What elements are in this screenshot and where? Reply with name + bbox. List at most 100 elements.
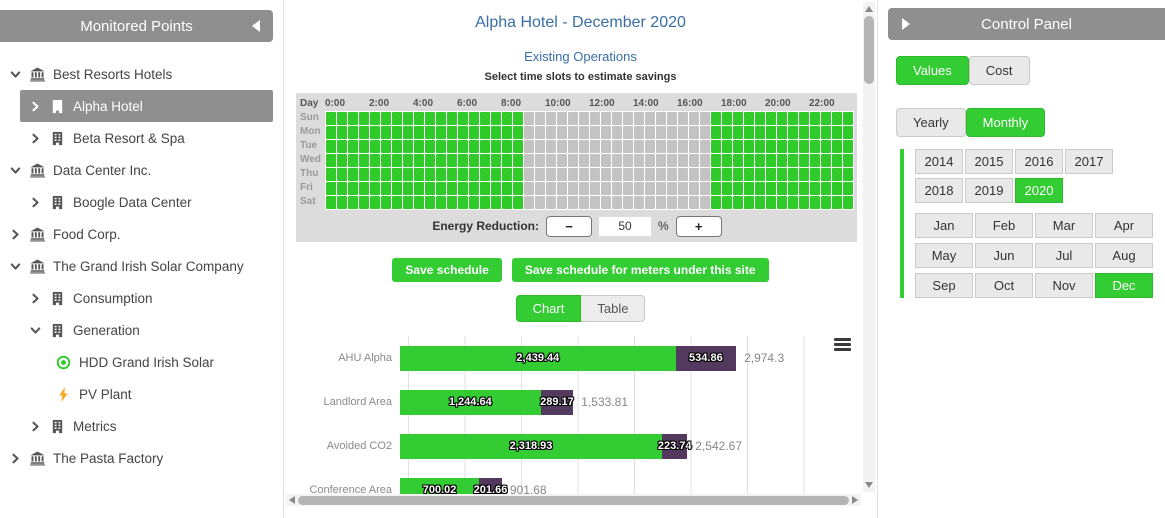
time-slot-cell[interactable]	[766, 112, 776, 125]
time-slot-cell[interactable]	[447, 196, 457, 209]
time-slot-cell[interactable]	[612, 182, 622, 195]
time-slot-cell[interactable]	[579, 196, 589, 209]
time-slot-cell[interactable]	[645, 126, 655, 139]
time-slot-cell[interactable]	[458, 140, 468, 153]
time-slot-cell[interactable]	[678, 182, 688, 195]
month-feb-button[interactable]: Feb	[975, 213, 1033, 238]
time-slot-cell[interactable]	[381, 154, 391, 167]
time-slot-cell[interactable]	[414, 140, 424, 153]
time-slot-cell[interactable]	[502, 182, 512, 195]
sidebar-item-hdd-grand-irish-solar[interactable]: HDD Grand Irish Solar	[0, 346, 283, 378]
time-slot-cell[interactable]	[326, 112, 336, 125]
time-slot-cell[interactable]	[601, 126, 611, 139]
time-slot-cell[interactable]	[480, 140, 490, 153]
time-slot-cell[interactable]	[403, 168, 413, 181]
time-slot-cell[interactable]	[678, 154, 688, 167]
time-slot-cell[interactable]	[623, 196, 633, 209]
time-slot-cell[interactable]	[667, 126, 677, 139]
time-slot-cell[interactable]	[755, 182, 765, 195]
time-slot-cell[interactable]	[579, 168, 589, 181]
time-slot-cell[interactable]	[568, 182, 578, 195]
time-slot-cell[interactable]	[733, 154, 743, 167]
time-slot-cell[interactable]	[722, 168, 732, 181]
month-jan-button[interactable]: Jan	[915, 213, 973, 238]
vertical-scrollbar-thumb[interactable]	[864, 16, 874, 84]
time-slot-cell[interactable]	[832, 140, 842, 153]
time-slot-cell[interactable]	[480, 196, 490, 209]
time-slot-cell[interactable]	[546, 182, 556, 195]
sidebar-item-boogle-data-center[interactable]: Boogle Data Center	[0, 186, 283, 218]
time-slot-cell[interactable]	[414, 168, 424, 181]
time-slot-cell[interactable]	[469, 168, 479, 181]
time-slot-cell[interactable]	[700, 126, 710, 139]
year-2014-button[interactable]: 2014	[915, 149, 963, 174]
time-slot-cell[interactable]	[337, 154, 347, 167]
time-slot-cell[interactable]	[491, 168, 501, 181]
time-slot-cell[interactable]	[788, 140, 798, 153]
time-slot-cell[interactable]	[403, 126, 413, 139]
time-slot-cell[interactable]	[711, 140, 721, 153]
time-slot-cell[interactable]	[359, 154, 369, 167]
time-slot-cell[interactable]	[381, 140, 391, 153]
time-slot-cell[interactable]	[568, 140, 578, 153]
time-slot-cell[interactable]	[843, 112, 853, 125]
time-slot-cell[interactable]	[337, 112, 347, 125]
time-slot-cell[interactable]	[590, 140, 600, 153]
scroll-right-arrow-icon[interactable]	[852, 496, 858, 504]
time-slot-cell[interactable]	[601, 168, 611, 181]
time-slot-cell[interactable]	[425, 140, 435, 153]
time-slot-cell[interactable]	[414, 126, 424, 139]
time-slot-cell[interactable]	[381, 182, 391, 195]
month-apr-button[interactable]: Apr	[1095, 213, 1153, 238]
time-slot-cell[interactable]	[557, 112, 567, 125]
time-slot-cell[interactable]	[634, 182, 644, 195]
time-slot-cell[interactable]	[821, 196, 831, 209]
time-slot-cell[interactable]	[436, 112, 446, 125]
time-slot-cell[interactable]	[458, 168, 468, 181]
time-slot-cell[interactable]	[557, 196, 567, 209]
time-slot-cell[interactable]	[458, 126, 468, 139]
time-slot-cell[interactable]	[359, 126, 369, 139]
time-slot-cell[interactable]	[832, 182, 842, 195]
time-slot-cell[interactable]	[755, 154, 765, 167]
time-slot-cell[interactable]	[557, 126, 567, 139]
time-slot-cell[interactable]	[425, 196, 435, 209]
time-slot-cell[interactable]	[722, 112, 732, 125]
time-slot-cell[interactable]	[480, 168, 490, 181]
time-slot-cell[interactable]	[634, 168, 644, 181]
time-slot-cell[interactable]	[590, 112, 600, 125]
time-slot-cell[interactable]	[667, 112, 677, 125]
values-button[interactable]: Values	[896, 56, 969, 85]
year-2019-button[interactable]: 2019	[965, 178, 1013, 203]
time-slot-cell[interactable]	[590, 196, 600, 209]
time-slot-cell[interactable]	[370, 168, 380, 181]
time-slot-cell[interactable]	[843, 196, 853, 209]
time-slot-cell[interactable]	[326, 182, 336, 195]
scroll-up-arrow-icon[interactable]	[865, 6, 873, 12]
time-slot-cell[interactable]	[546, 112, 556, 125]
time-slot-cell[interactable]	[777, 182, 787, 195]
time-slot-cell[interactable]	[667, 168, 677, 181]
time-slot-cell[interactable]	[634, 112, 644, 125]
time-slot-cell[interactable]	[645, 168, 655, 181]
time-slot-cell[interactable]	[645, 112, 655, 125]
time-slot-cell[interactable]	[502, 140, 512, 153]
time-slot-cell[interactable]	[645, 154, 655, 167]
time-slot-cell[interactable]	[799, 126, 809, 139]
sidebar-item-alpha-hotel[interactable]: Alpha Hotel	[20, 90, 273, 122]
time-slot-cell[interactable]	[634, 154, 644, 167]
tab-chart[interactable]: Chart	[515, 295, 582, 322]
time-slot-cell[interactable]	[579, 126, 589, 139]
time-slot-cell[interactable]	[535, 182, 545, 195]
time-slot-cell[interactable]	[623, 126, 633, 139]
time-slot-cell[interactable]	[436, 168, 446, 181]
time-slot-cell[interactable]	[700, 154, 710, 167]
time-slot-cell[interactable]	[832, 196, 842, 209]
save-schedule-all-meters-button[interactable]: Save schedule for meters under this site	[511, 258, 769, 282]
year-2020-button[interactable]: 2020	[1015, 178, 1063, 203]
yearly-button[interactable]: Yearly	[896, 108, 966, 137]
time-slot-cell[interactable]	[832, 168, 842, 181]
time-slot-cell[interactable]	[370, 112, 380, 125]
time-slot-cell[interactable]	[821, 182, 831, 195]
time-slot-cell[interactable]	[337, 196, 347, 209]
